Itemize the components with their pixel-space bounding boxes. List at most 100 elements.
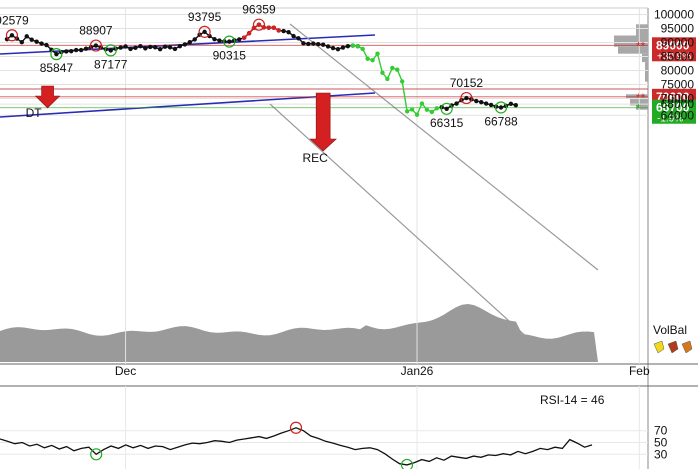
- price-point: [429, 109, 435, 115]
- price-point: [400, 79, 405, 84]
- trough-marker: [494, 101, 508, 114]
- price-point: [395, 67, 400, 72]
- price-point: [143, 46, 148, 51]
- signal-label: DT: [26, 106, 43, 120]
- histogram-bar: [636, 24, 648, 36]
- price-point: [434, 106, 439, 111]
- signal-arrows: DT REC: [26, 85, 337, 165]
- y-tick-label: 95000: [661, 22, 695, 36]
- signal-arrow: [34, 85, 61, 109]
- price-point: [256, 22, 262, 27]
- price-point: [153, 45, 158, 50]
- rsi-peak-marker: [289, 421, 303, 434]
- price-point: [340, 45, 346, 50]
- price-point: [128, 46, 133, 52]
- y-tick-label: 68000: [661, 97, 695, 111]
- price-point: [424, 107, 430, 112]
- price-point: [454, 101, 459, 106]
- price-point: [167, 45, 173, 50]
- y-tick-label: 85000: [661, 50, 695, 64]
- histogram-bar: [642, 53, 648, 63]
- price-point: [138, 43, 143, 49]
- price-point: [202, 29, 207, 35]
- price-point: [390, 65, 395, 71]
- price-point: [276, 28, 281, 33]
- rsi-panel: [0, 386, 648, 469]
- price-point: [177, 43, 183, 49]
- price-point: [301, 41, 306, 46]
- price-series-line: [441, 97, 516, 110]
- peak-marker: [89, 39, 103, 52]
- price-point: [241, 35, 247, 40]
- price-point: [118, 45, 123, 50]
- price-point: [187, 40, 192, 45]
- trough-label: 85847: [40, 61, 74, 75]
- trough-marker: [223, 35, 236, 48]
- signal-label: REC: [302, 151, 328, 165]
- price-point: [19, 40, 25, 45]
- price-point: [133, 45, 138, 51]
- price-point: [286, 29, 291, 35]
- trough-marker: [50, 48, 63, 61]
- price-point: [266, 25, 272, 30]
- price-point: [330, 45, 336, 51]
- trough-label: 87177: [94, 57, 128, 71]
- price-point: [488, 102, 494, 108]
- price-point: [78, 47, 84, 53]
- peak-label: 96359: [242, 3, 276, 17]
- price-point: [355, 43, 360, 49]
- price-point: [414, 112, 420, 117]
- trough-marker: [104, 44, 117, 57]
- price-point: [281, 28, 286, 34]
- price-point: [370, 57, 375, 63]
- price-point: [64, 49, 69, 54]
- price-point: [498, 105, 504, 110]
- price-point: [419, 101, 425, 106]
- price-point: [83, 46, 89, 51]
- price-y-axis: 1000009500090000850008000075000700006800…: [654, 8, 694, 123]
- histogram-bar: [618, 46, 648, 54]
- price-point: [34, 39, 39, 44]
- price-point: [123, 44, 128, 49]
- rsi-trough-marker: [90, 448, 103, 461]
- price-point: [385, 76, 390, 82]
- price-point: [108, 48, 113, 53]
- price-point: [335, 47, 341, 52]
- price-point: [479, 99, 484, 105]
- y-tick-label: 100000: [654, 8, 694, 22]
- price-point: [44, 42, 49, 48]
- level-label: 66700: [656, 101, 690, 115]
- price-point: [296, 36, 301, 41]
- level-star: *: [636, 102, 641, 116]
- y-tick-label: 64000: [661, 108, 695, 122]
- legend-arrow-icon: [667, 340, 679, 354]
- price-point: [172, 46, 178, 52]
- price-point: [306, 41, 311, 47]
- price-point: [93, 43, 99, 48]
- price-point: [360, 46, 365, 52]
- volume-legend-label: VolBal: [653, 323, 687, 337]
- peak-label: 92579: [0, 13, 29, 27]
- price-point: [246, 31, 252, 36]
- x-tick-label: Jan26: [401, 364, 434, 378]
- price-point: [24, 34, 29, 39]
- rsi-tick-label: 30: [654, 447, 668, 461]
- price-markers: 92579 88907 93795 96359 70152 85847 87177 90315…: [0, 3, 518, 130]
- price-point: [311, 41, 316, 46]
- price-point: [316, 41, 321, 47]
- price-point: [236, 37, 242, 42]
- legend-arrow-icon: [681, 340, 693, 354]
- x-tick-label: Feb: [629, 364, 650, 378]
- y-tick-label: 70000: [661, 92, 695, 106]
- y-tick-label: 75000: [661, 78, 695, 92]
- price-point: [508, 101, 514, 107]
- price-point: [212, 36, 217, 42]
- trough-marker: [440, 102, 453, 115]
- signal-arrow: [309, 92, 337, 152]
- price-point: [350, 43, 355, 48]
- peak-label: 88907: [79, 24, 113, 38]
- price-point: [192, 37, 197, 42]
- legend-arrow-icon: [653, 340, 665, 354]
